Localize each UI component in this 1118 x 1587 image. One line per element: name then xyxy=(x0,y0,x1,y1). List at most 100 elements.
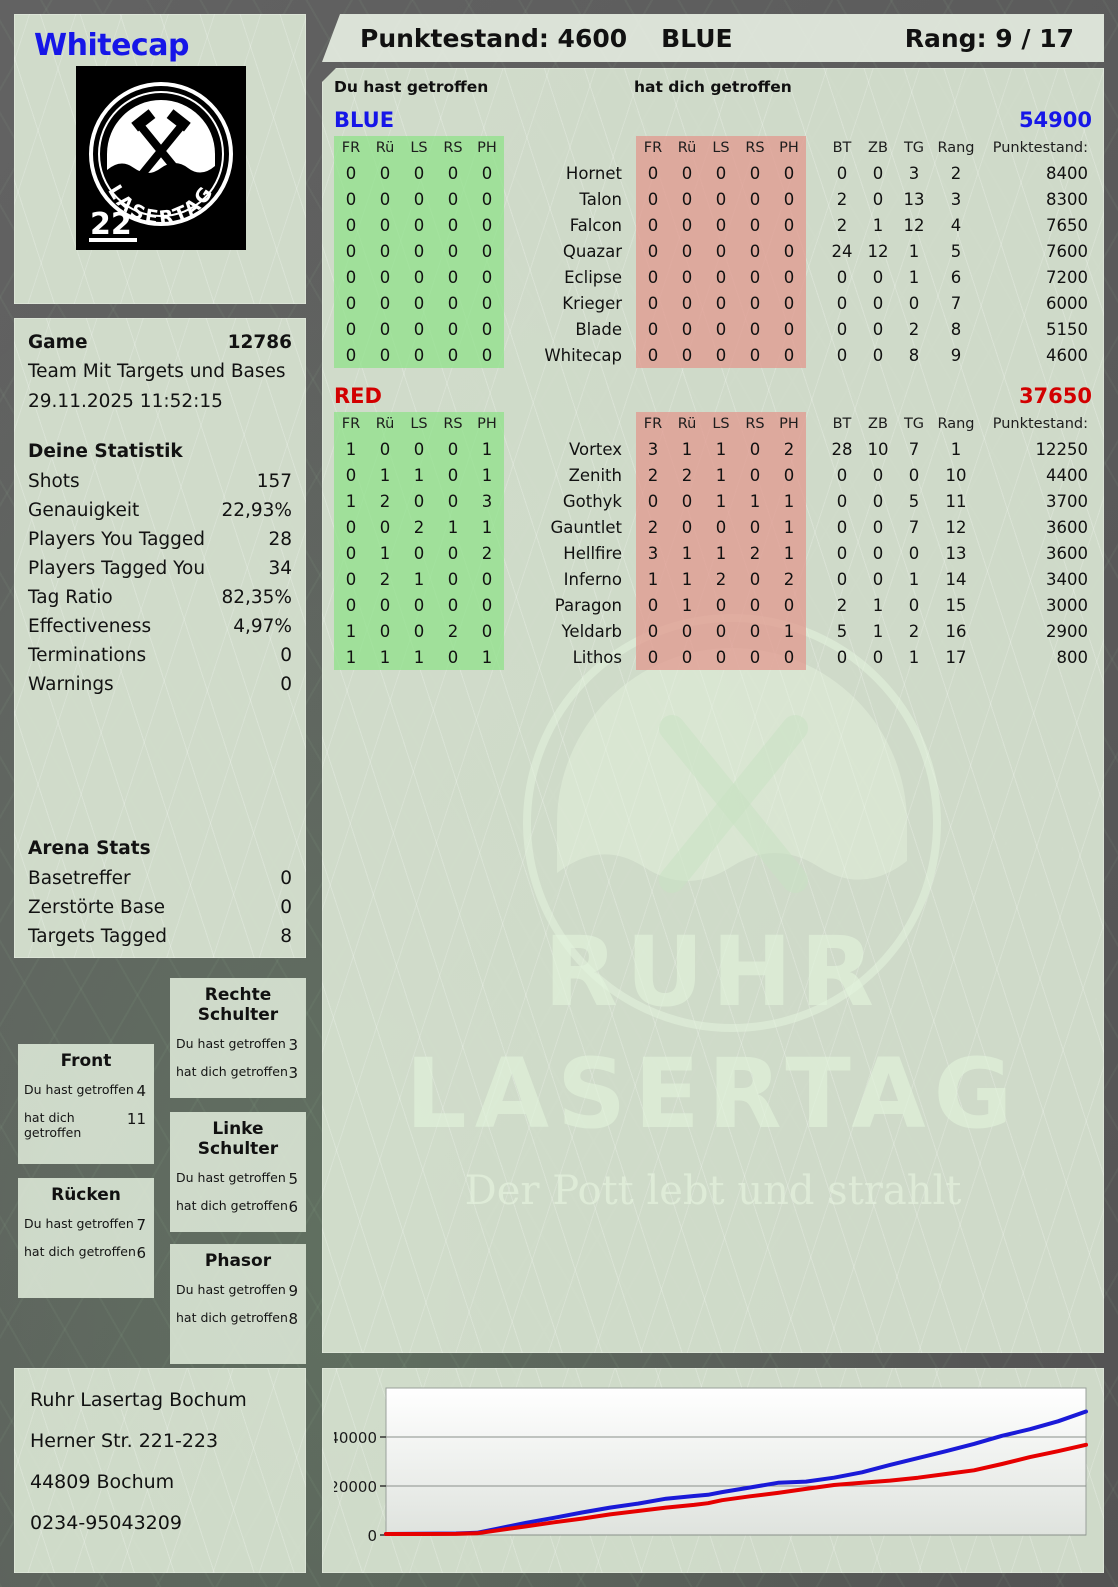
cell-rang: 16 xyxy=(945,621,967,641)
cell-them-PH: 0 xyxy=(772,264,806,290)
cell-gap xyxy=(806,160,824,186)
cell-them-Rü: 0 xyxy=(670,316,704,342)
body-zone-you-value: 5 xyxy=(288,1170,298,1188)
arena-stat-row: Zerstörte Base 0 xyxy=(14,893,306,922)
cell-score: 4400 xyxy=(1046,465,1088,485)
cell-them-RS: 0 xyxy=(738,290,772,316)
cell-you-Rü: 0 xyxy=(368,316,402,342)
table-row[interactable]: 0 2 1 0 0 Inferno 1 1 2 0 2 0 0 1 14 3400 xyxy=(334,566,1098,592)
cell-zb: 0 xyxy=(872,163,884,183)
cell-score: 4600 xyxy=(1046,345,1088,365)
cell-them-Rü: 1 xyxy=(670,592,704,618)
cell-you-Rü: 1 xyxy=(368,540,402,566)
table-row[interactable]: 0 0 2 1 1 Gauntlet 2 0 0 0 1 0 0 7 12 3600 xyxy=(334,514,1098,540)
cell-rang: 3 xyxy=(950,189,962,209)
cell-them-FR: 0 xyxy=(636,186,670,212)
cell-you-RS: 0 xyxy=(436,462,470,488)
stat-row: Effectiveness 4,97% xyxy=(14,612,306,641)
table-row[interactable]: 1 0 0 0 1 Vortex 3 1 1 0 2 28 10 7 1 12250 xyxy=(334,436,1098,462)
cell-tg: 0 xyxy=(908,465,920,485)
cell-bt: 28 xyxy=(831,439,853,459)
cell-them-LS: 0 xyxy=(704,644,738,670)
cell-tg: 5 xyxy=(908,491,920,511)
cell-rang: 5 xyxy=(950,241,962,261)
cell-them-PH: 0 xyxy=(772,462,806,488)
cell-them-FR: 0 xyxy=(636,342,670,368)
cell-zb: 1 xyxy=(872,621,884,641)
cell-tg: 3 xyxy=(908,163,920,183)
table-row[interactable]: 0 0 0 0 0 Paragon 0 1 0 0 0 2 1 0 15 3000 xyxy=(334,592,1098,618)
cell-score: 800 xyxy=(1056,647,1089,667)
address-panel: Ruhr Lasertag Bochum Herner Str. 221-223… xyxy=(14,1368,306,1573)
cell-you-LS: 0 xyxy=(402,618,436,644)
you-tagged-header: Du hast getroffen xyxy=(334,78,489,96)
table-row[interactable]: 0 0 0 0 0 Quazar 0 0 0 0 0 24 12 1 5 7600 xyxy=(334,238,1098,264)
cell-them-PH: 0 xyxy=(772,342,806,368)
table-row[interactable]: 0 0 0 0 0 Hornet 0 0 0 0 0 0 0 3 2 8400 xyxy=(334,160,1098,186)
cell-them-PH: 2 xyxy=(772,566,806,592)
cell-you-PH: 0 xyxy=(470,290,504,316)
body-zone-you-row: Du hast getroffen 5 xyxy=(170,1165,306,1193)
team-total-blue: 54900 xyxy=(1018,108,1092,132)
column-header-them-FR: FR xyxy=(636,412,670,436)
table-row[interactable]: 0 1 1 0 1 Zenith 2 2 1 0 0 0 0 0 10 4400 xyxy=(334,462,1098,488)
chart-ytick-label: 0 xyxy=(367,1527,377,1545)
cell-you-RS: 0 xyxy=(436,592,470,618)
cell-them-RS: 0 xyxy=(738,238,772,264)
table-row[interactable]: 1 2 0 0 3 Gothyk 0 0 1 1 1 0 0 5 11 3700 xyxy=(334,488,1098,514)
table-row[interactable]: 0 1 0 0 2 Hellfire 3 1 1 2 1 0 0 0 13 3600 xyxy=(334,540,1098,566)
table-row[interactable]: 0 0 0 0 0 Eclipse 0 0 0 0 0 0 0 1 6 7200 xyxy=(334,264,1098,290)
chart-ytick-label: 20000 xyxy=(334,1478,377,1496)
cell-them-LS: 0 xyxy=(704,212,738,238)
cell-you-RS: 0 xyxy=(436,316,470,342)
column-header-you-FR: FR xyxy=(334,136,368,160)
chart-ytick-label: 40000 xyxy=(334,1429,377,1447)
cell-player-name: Hornet xyxy=(565,163,622,183)
cell-them-FR: 0 xyxy=(636,592,670,618)
cell-you-RS: 0 xyxy=(436,160,470,186)
cell-them-LS: 0 xyxy=(704,160,738,186)
cell-gap xyxy=(806,488,824,514)
cell-you-LS: 0 xyxy=(402,540,436,566)
cell-them-FR: 0 xyxy=(636,290,670,316)
column-header-score: Punktestand: xyxy=(992,140,1088,156)
table-row[interactable]: 1 1 1 0 1 Lithos 0 0 0 0 0 0 0 1 17 800 xyxy=(334,644,1098,670)
game-mode: Team Mit Targets und Bases xyxy=(28,361,286,382)
stat-row: Players You Tagged 28 xyxy=(14,525,306,554)
cell-zb: 10 xyxy=(867,439,889,459)
stat-label: Warnings xyxy=(28,674,114,695)
stat-label: Tag Ratio xyxy=(28,587,113,608)
cell-you-LS: 0 xyxy=(402,488,436,514)
cell-score: 3600 xyxy=(1046,543,1088,563)
cell-gap xyxy=(806,186,824,212)
table-row[interactable]: 1 0 0 2 0 Yeldarb 0 0 0 0 1 5 1 2 16 2900 xyxy=(334,618,1098,644)
table-row[interactable]: 0 0 0 0 0 Talon 0 0 0 0 0 2 0 13 3 8300 xyxy=(334,186,1098,212)
cell-zb: 0 xyxy=(872,267,884,287)
cell-score: 3700 xyxy=(1046,491,1088,511)
cell-them-Rü: 0 xyxy=(670,618,704,644)
cell-gap xyxy=(806,264,824,290)
watermark-tagline: Der Pott lebt und strahlt xyxy=(464,1168,962,1214)
table-row[interactable]: 0 0 0 0 0 Krieger 0 0 0 0 0 0 0 0 7 6000 xyxy=(334,290,1098,316)
body-zone-them-row: hat dich getroffen 6 xyxy=(18,1239,154,1267)
cell-them-RS: 0 xyxy=(738,436,772,462)
cell-them-FR: 0 xyxy=(636,160,670,186)
stat-label: Genauigkeit xyxy=(28,500,140,521)
table-row[interactable]: 0 0 0 0 0 Falcon 0 0 0 0 0 2 1 12 4 7650 xyxy=(334,212,1098,238)
cell-bt: 2 xyxy=(836,215,848,235)
cell-gap xyxy=(806,566,824,592)
cell-you-PH: 0 xyxy=(470,238,504,264)
cell-you-RS: 0 xyxy=(436,186,470,212)
cell-you-RS: 0 xyxy=(436,566,470,592)
arena-stat-row: Targets Tagged 8 xyxy=(14,922,306,951)
cell-them-RS: 0 xyxy=(738,618,772,644)
body-zone-you-row: Du hast getroffen 4 xyxy=(18,1077,154,1105)
body-zone-box: Rechte Schulter Du hast getroffen 3 hat dic… xyxy=(170,978,306,1098)
cell-rang: 1 xyxy=(950,439,962,459)
stat-value: 0 xyxy=(280,645,292,666)
table-row[interactable]: 0 0 0 0 0 Blade 0 0 0 0 0 0 0 2 8 5150 xyxy=(334,316,1098,342)
cell-them-FR: 1 xyxy=(636,566,670,592)
table-row[interactable]: 0 0 0 0 0 Whitecap 0 0 0 0 0 0 0 8 9 4600 xyxy=(334,342,1098,368)
cell-score: 2900 xyxy=(1046,621,1088,641)
stat-value: 34 xyxy=(268,558,292,579)
